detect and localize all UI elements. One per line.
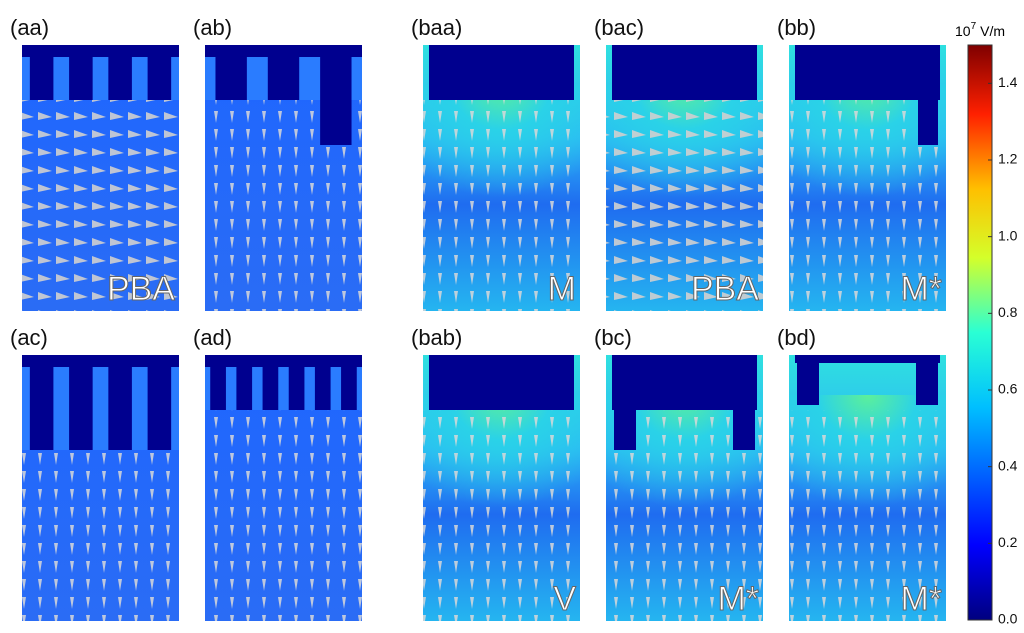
electrode-finger (341, 355, 357, 410)
electrode-finger (262, 355, 279, 410)
panel-label: (bb) (777, 15, 816, 40)
panel-tag: V (553, 580, 576, 618)
electrode-finger (29, 45, 54, 100)
panels: (aa) PBA (ab) (baa) M (bac) PBA (bb) M* (ac) (ad) (… (10, 15, 946, 621)
electrode (612, 45, 757, 100)
electrode-finger (108, 355, 132, 450)
electrode (795, 45, 940, 100)
panel-label: (aa) (10, 15, 49, 40)
panel-tag: M (548, 270, 576, 308)
electrode-leg (797, 355, 819, 405)
colorbar-tick-label: 1.0 (998, 227, 1018, 243)
arrow-field (22, 100, 179, 311)
electrode-top (22, 355, 179, 367)
colorbar-tick-label: 1.2 (998, 151, 1018, 167)
colorbar-tick-label: 0.6 (998, 381, 1018, 397)
unit-exponent: 7 (971, 21, 977, 32)
panel: (baa) M (411, 15, 580, 311)
electrode (429, 355, 574, 410)
panel: (bb) M* (777, 15, 946, 311)
arrow-field (205, 410, 362, 621)
electrode-finger (210, 355, 226, 410)
unit-text: V/m (980, 23, 1005, 39)
panel-tag: PBA (107, 270, 175, 308)
panel-label: (bd) (777, 325, 816, 350)
electrode (429, 45, 574, 100)
electrode-finger (288, 355, 305, 410)
panel: (ad) (193, 325, 362, 621)
panel-label: (bc) (594, 325, 632, 350)
panel-label: (ad) (193, 325, 232, 350)
panel-tag: M* (900, 270, 942, 308)
panel-tag: PBA (691, 270, 759, 308)
electrode-top (22, 45, 179, 57)
panel-label: (baa) (411, 15, 462, 40)
panel: (ab) (193, 15, 362, 311)
electrode-finger (314, 355, 331, 410)
electrode-leg (614, 355, 636, 450)
panel-label: (ab) (193, 15, 232, 40)
arrow-field (423, 100, 580, 311)
electrode-leg (918, 45, 938, 145)
electrode-leg (733, 355, 755, 450)
panel: (bab) V (411, 325, 580, 621)
colorbar-gradient (967, 44, 993, 621)
electrode-finger (69, 355, 93, 450)
electrode (612, 355, 757, 410)
arrow-field (606, 100, 763, 311)
colorbar-tick-label: 0.2 (998, 534, 1018, 550)
electrode (795, 355, 940, 363)
arrow-field (789, 410, 946, 621)
electrode-finger (69, 45, 93, 100)
electrode-finger (29, 355, 54, 450)
electrode-finger (147, 45, 172, 100)
colorbar-tick-label: 0.8 (998, 304, 1018, 320)
electrode-top (205, 45, 362, 57)
panel-tag: M* (717, 580, 759, 618)
electrode-finger (147, 355, 172, 450)
panel-label: (ac) (10, 325, 48, 350)
panel: (bac) PBA (594, 15, 763, 311)
electrode-leg (916, 355, 938, 405)
panel: (aa) PBA (10, 15, 179, 311)
colorbar: 107 V/m 0.0 0.2 0.4 0.6 0.8 1.0 1.2 1.4 (955, 21, 1018, 627)
panel: (bd) M* (777, 325, 946, 621)
panel: (ac) (10, 325, 179, 621)
unit-base: 10 (955, 23, 971, 39)
panel-tag: M* (900, 580, 942, 618)
colorbar-tick-label: 0.0 (998, 611, 1018, 627)
panel-label: (bac) (594, 15, 644, 40)
electrode-finger (108, 45, 132, 100)
panel-label: (bab) (411, 325, 462, 350)
electrode-finger (320, 45, 352, 145)
colorbar-unit: 107 V/m (955, 21, 1005, 39)
panel: (bc) M* (594, 325, 763, 621)
arrow-field (423, 410, 580, 621)
colorbar-tick-label: 1.4 (998, 74, 1018, 90)
colorbar-tick-label: 0.4 (998, 457, 1018, 473)
electrode-finger (236, 355, 253, 410)
electrode-top (205, 355, 362, 367)
